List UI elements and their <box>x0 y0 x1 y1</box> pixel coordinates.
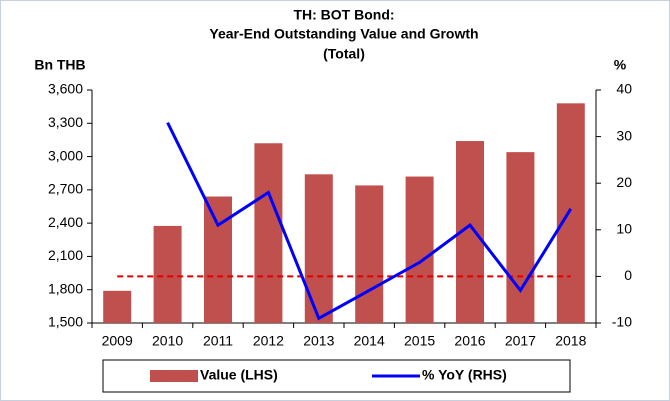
x-tick-label: 2018 <box>555 333 586 349</box>
chart-title: (Total) <box>323 46 365 62</box>
y-tick-label: 3,600 <box>48 81 83 97</box>
bar <box>405 176 434 323</box>
bar <box>355 185 384 323</box>
y2-tick-label: 20 <box>616 174 632 190</box>
x-tick-label: 2014 <box>354 333 385 349</box>
y-tick-label: 1,800 <box>48 280 83 296</box>
y2-tick-label: 0 <box>624 267 632 283</box>
x-tick-label: 2012 <box>253 333 284 349</box>
y2-tick-label: 30 <box>616 127 632 143</box>
bar <box>304 174 333 323</box>
x-tick-label: 2015 <box>404 333 435 349</box>
y2-axis-label: % <box>614 57 627 73</box>
y2-tick-label: -10 <box>612 314 632 330</box>
bar <box>506 152 535 323</box>
chart-title: Year-End Outstanding Value and Growth <box>209 26 478 42</box>
x-tick-label: 2016 <box>454 333 485 349</box>
y-tick-label: 3,300 <box>48 114 83 130</box>
y-tick-label: 2,700 <box>48 181 83 197</box>
bar <box>103 290 132 323</box>
y2-tick-label: 40 <box>616 81 632 97</box>
x-tick-label: 2009 <box>102 333 133 349</box>
y-tick-label: 3,000 <box>48 147 83 163</box>
chart-title: TH: BOT Bond: <box>293 7 394 23</box>
legend-label: % YoY (RHS) <box>422 367 507 383</box>
y-tick-label: 2,400 <box>48 214 83 230</box>
y2-tick-label: 10 <box>616 221 632 237</box>
line <box>166 121 573 321</box>
y-tick-label: 2,100 <box>48 247 83 263</box>
legend-box <box>102 359 571 393</box>
y-axis-label: Bn THB <box>34 57 85 73</box>
x-tick-label: 2013 <box>303 333 334 349</box>
x-tick-label: 2017 <box>505 333 536 349</box>
legend-swatch <box>150 370 198 382</box>
bar <box>556 103 585 323</box>
x-tick-label: 2011 <box>203 333 233 349</box>
bar <box>254 143 283 323</box>
bar <box>153 225 182 323</box>
x-tick-label: 2010 <box>152 333 183 349</box>
y-tick-label: 1,500 <box>48 314 83 330</box>
legend-label: Value (LHS) <box>200 367 278 383</box>
bar <box>204 196 232 323</box>
